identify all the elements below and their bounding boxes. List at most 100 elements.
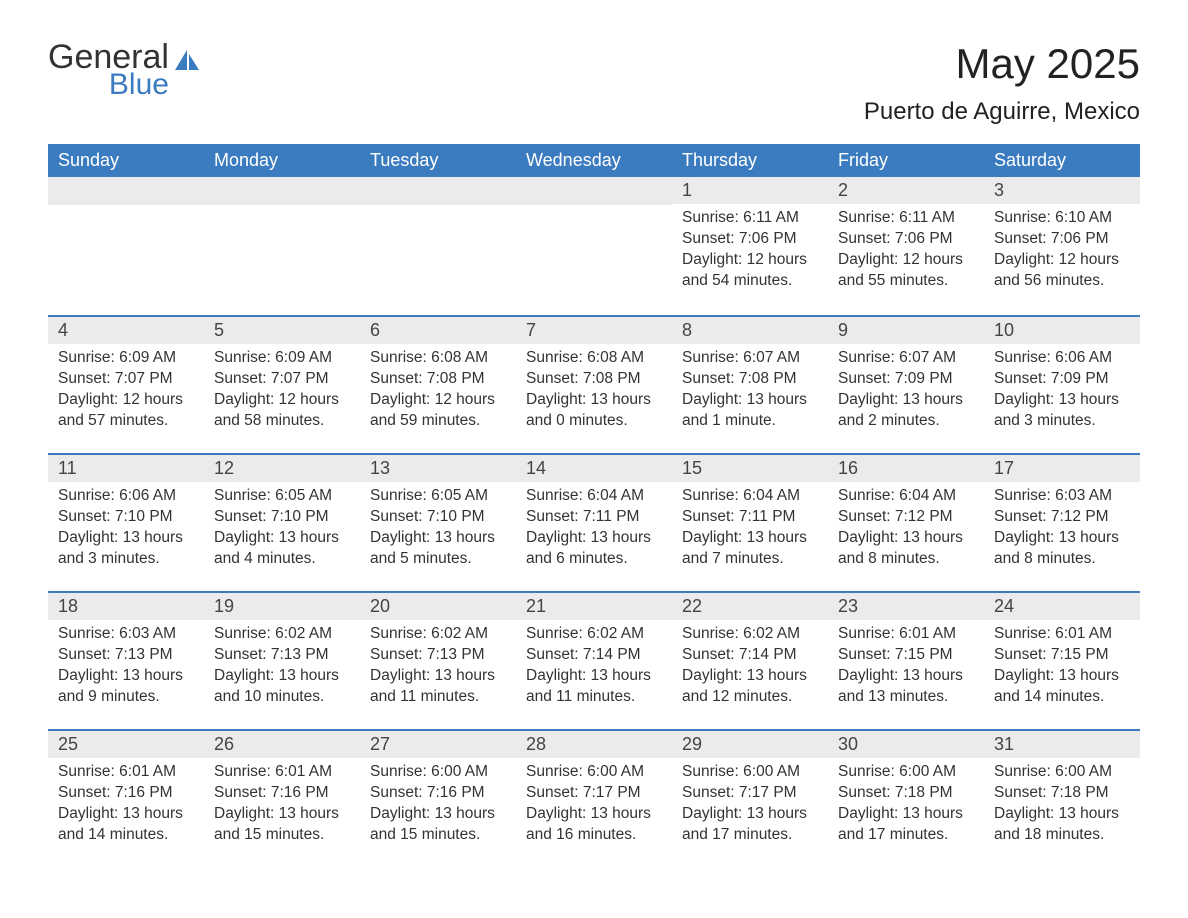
- sunset-line: Sunset: 7:17 PM: [526, 783, 662, 804]
- weekday-header: Sunday: [48, 144, 204, 177]
- daylight-line: Daylight: 13 hours and 15 minutes.: [214, 804, 350, 846]
- sunrise-line: Sunrise: 6:01 AM: [58, 762, 194, 783]
- day-number: 14: [516, 453, 672, 482]
- logo-text: General Blue: [48, 40, 169, 100]
- day-info: Sunrise: 6:01 AMSunset: 7:15 PMDaylight:…: [828, 620, 984, 712]
- day-number: 23: [828, 591, 984, 620]
- calendar-cell: 24Sunrise: 6:01 AMSunset: 7:15 PMDayligh…: [984, 591, 1140, 729]
- logo: General Blue: [48, 40, 203, 100]
- sunset-line: Sunset: 7:06 PM: [838, 229, 974, 250]
- daylight-line: Daylight: 13 hours and 16 minutes.: [526, 804, 662, 846]
- sunset-line: Sunset: 7:06 PM: [994, 229, 1130, 250]
- day-info: Sunrise: 6:07 AMSunset: 7:09 PMDaylight:…: [828, 344, 984, 436]
- sunset-line: Sunset: 7:13 PM: [214, 645, 350, 666]
- day-number: 3: [984, 177, 1140, 204]
- logo-text-bottom: Blue: [48, 70, 169, 100]
- sunrise-line: Sunrise: 6:09 AM: [58, 348, 194, 369]
- calendar-header-row: SundayMondayTuesdayWednesdayThursdayFrid…: [48, 144, 1140, 177]
- daylight-line: Daylight: 13 hours and 6 minutes.: [526, 528, 662, 570]
- calendar-cell: 30Sunrise: 6:00 AMSunset: 7:18 PMDayligh…: [828, 729, 984, 867]
- day-info: Sunrise: 6:00 AMSunset: 7:18 PMDaylight:…: [828, 758, 984, 850]
- sunset-line: Sunset: 7:15 PM: [838, 645, 974, 666]
- sunset-line: Sunset: 7:08 PM: [682, 369, 818, 390]
- daylight-line: Daylight: 13 hours and 17 minutes.: [682, 804, 818, 846]
- calendar-cell: 12Sunrise: 6:05 AMSunset: 7:10 PMDayligh…: [204, 453, 360, 591]
- weekday-header: Tuesday: [360, 144, 516, 177]
- daylight-line: Daylight: 13 hours and 14 minutes.: [994, 666, 1130, 708]
- day-info: Sunrise: 6:07 AMSunset: 7:08 PMDaylight:…: [672, 344, 828, 436]
- calendar-cell: 26Sunrise: 6:01 AMSunset: 7:16 PMDayligh…: [204, 729, 360, 867]
- sunset-line: Sunset: 7:08 PM: [526, 369, 662, 390]
- sunrise-line: Sunrise: 6:00 AM: [838, 762, 974, 783]
- day-info: Sunrise: 6:05 AMSunset: 7:10 PMDaylight:…: [204, 482, 360, 574]
- sunset-line: Sunset: 7:16 PM: [58, 783, 194, 804]
- day-number: 27: [360, 729, 516, 758]
- daylight-line: Daylight: 12 hours and 54 minutes.: [682, 250, 818, 292]
- sunrise-line: Sunrise: 6:02 AM: [370, 624, 506, 645]
- calendar-cell: 18Sunrise: 6:03 AMSunset: 7:13 PMDayligh…: [48, 591, 204, 729]
- calendar-cell: 14Sunrise: 6:04 AMSunset: 7:11 PMDayligh…: [516, 453, 672, 591]
- page-container: General Blue May 2025 Puerto de Aguirre,…: [0, 0, 1188, 907]
- calendar-week-row: 11Sunrise: 6:06 AMSunset: 7:10 PMDayligh…: [48, 453, 1140, 591]
- sunset-line: Sunset: 7:18 PM: [994, 783, 1130, 804]
- sunset-line: Sunset: 7:14 PM: [682, 645, 818, 666]
- daylight-line: Daylight: 13 hours and 3 minutes.: [58, 528, 194, 570]
- calendar-cell: 31Sunrise: 6:00 AMSunset: 7:18 PMDayligh…: [984, 729, 1140, 867]
- daylight-line: Daylight: 13 hours and 0 minutes.: [526, 390, 662, 432]
- day-info: Sunrise: 6:09 AMSunset: 7:07 PMDaylight:…: [204, 344, 360, 436]
- weekday-header: Monday: [204, 144, 360, 177]
- calendar-cell: 6Sunrise: 6:08 AMSunset: 7:08 PMDaylight…: [360, 315, 516, 453]
- calendar-cell: [48, 177, 204, 315]
- sunrise-line: Sunrise: 6:06 AM: [994, 348, 1130, 369]
- calendar-cell: 20Sunrise: 6:02 AMSunset: 7:13 PMDayligh…: [360, 591, 516, 729]
- sunset-line: Sunset: 7:08 PM: [370, 369, 506, 390]
- sunset-line: Sunset: 7:13 PM: [370, 645, 506, 666]
- day-number: 30: [828, 729, 984, 758]
- sunset-line: Sunset: 7:06 PM: [682, 229, 818, 250]
- sunrise-line: Sunrise: 6:09 AM: [214, 348, 350, 369]
- day-info: Sunrise: 6:02 AMSunset: 7:13 PMDaylight:…: [360, 620, 516, 712]
- daylight-line: Daylight: 12 hours and 56 minutes.: [994, 250, 1130, 292]
- sunrise-line: Sunrise: 6:03 AM: [994, 486, 1130, 507]
- day-info: Sunrise: 6:05 AMSunset: 7:10 PMDaylight:…: [360, 482, 516, 574]
- day-number: 25: [48, 729, 204, 758]
- empty-day: [204, 177, 360, 205]
- day-number: 9: [828, 315, 984, 344]
- sunset-line: Sunset: 7:17 PM: [682, 783, 818, 804]
- day-info: Sunrise: 6:04 AMSunset: 7:12 PMDaylight:…: [828, 482, 984, 574]
- title-block: May 2025 Puerto de Aguirre, Mexico: [864, 40, 1140, 126]
- calendar-cell: 16Sunrise: 6:04 AMSunset: 7:12 PMDayligh…: [828, 453, 984, 591]
- day-number: 28: [516, 729, 672, 758]
- calendar-week-row: 1Sunrise: 6:11 AMSunset: 7:06 PMDaylight…: [48, 177, 1140, 315]
- daylight-line: Daylight: 13 hours and 12 minutes.: [682, 666, 818, 708]
- sunrise-line: Sunrise: 6:01 AM: [838, 624, 974, 645]
- day-info: Sunrise: 6:00 AMSunset: 7:18 PMDaylight:…: [984, 758, 1140, 850]
- day-number: 6: [360, 315, 516, 344]
- sunrise-line: Sunrise: 6:00 AM: [994, 762, 1130, 783]
- calendar-cell: 10Sunrise: 6:06 AMSunset: 7:09 PMDayligh…: [984, 315, 1140, 453]
- calendar-cell: 9Sunrise: 6:07 AMSunset: 7:09 PMDaylight…: [828, 315, 984, 453]
- daylight-line: Daylight: 13 hours and 9 minutes.: [58, 666, 194, 708]
- calendar-cell: 7Sunrise: 6:08 AMSunset: 7:08 PMDaylight…: [516, 315, 672, 453]
- calendar-week-row: 18Sunrise: 6:03 AMSunset: 7:13 PMDayligh…: [48, 591, 1140, 729]
- day-number: 2: [828, 177, 984, 204]
- sunrise-line: Sunrise: 6:05 AM: [370, 486, 506, 507]
- weekday-header: Wednesday: [516, 144, 672, 177]
- weekday-header: Friday: [828, 144, 984, 177]
- calendar-cell: 15Sunrise: 6:04 AMSunset: 7:11 PMDayligh…: [672, 453, 828, 591]
- sunrise-line: Sunrise: 6:01 AM: [214, 762, 350, 783]
- sunrise-line: Sunrise: 6:00 AM: [682, 762, 818, 783]
- day-info: Sunrise: 6:03 AMSunset: 7:13 PMDaylight:…: [48, 620, 204, 712]
- daylight-line: Daylight: 13 hours and 1 minute.: [682, 390, 818, 432]
- sunrise-line: Sunrise: 6:04 AM: [682, 486, 818, 507]
- sunset-line: Sunset: 7:14 PM: [526, 645, 662, 666]
- sunrise-line: Sunrise: 6:04 AM: [838, 486, 974, 507]
- location: Puerto de Aguirre, Mexico: [864, 98, 1140, 126]
- daylight-line: Daylight: 12 hours and 55 minutes.: [838, 250, 974, 292]
- calendar-cell: 29Sunrise: 6:00 AMSunset: 7:17 PMDayligh…: [672, 729, 828, 867]
- day-info: Sunrise: 6:08 AMSunset: 7:08 PMDaylight:…: [360, 344, 516, 436]
- calendar-cell: 5Sunrise: 6:09 AMSunset: 7:07 PMDaylight…: [204, 315, 360, 453]
- calendar-table: SundayMondayTuesdayWednesdayThursdayFrid…: [48, 144, 1140, 867]
- sunrise-line: Sunrise: 6:07 AM: [682, 348, 818, 369]
- daylight-line: Daylight: 13 hours and 10 minutes.: [214, 666, 350, 708]
